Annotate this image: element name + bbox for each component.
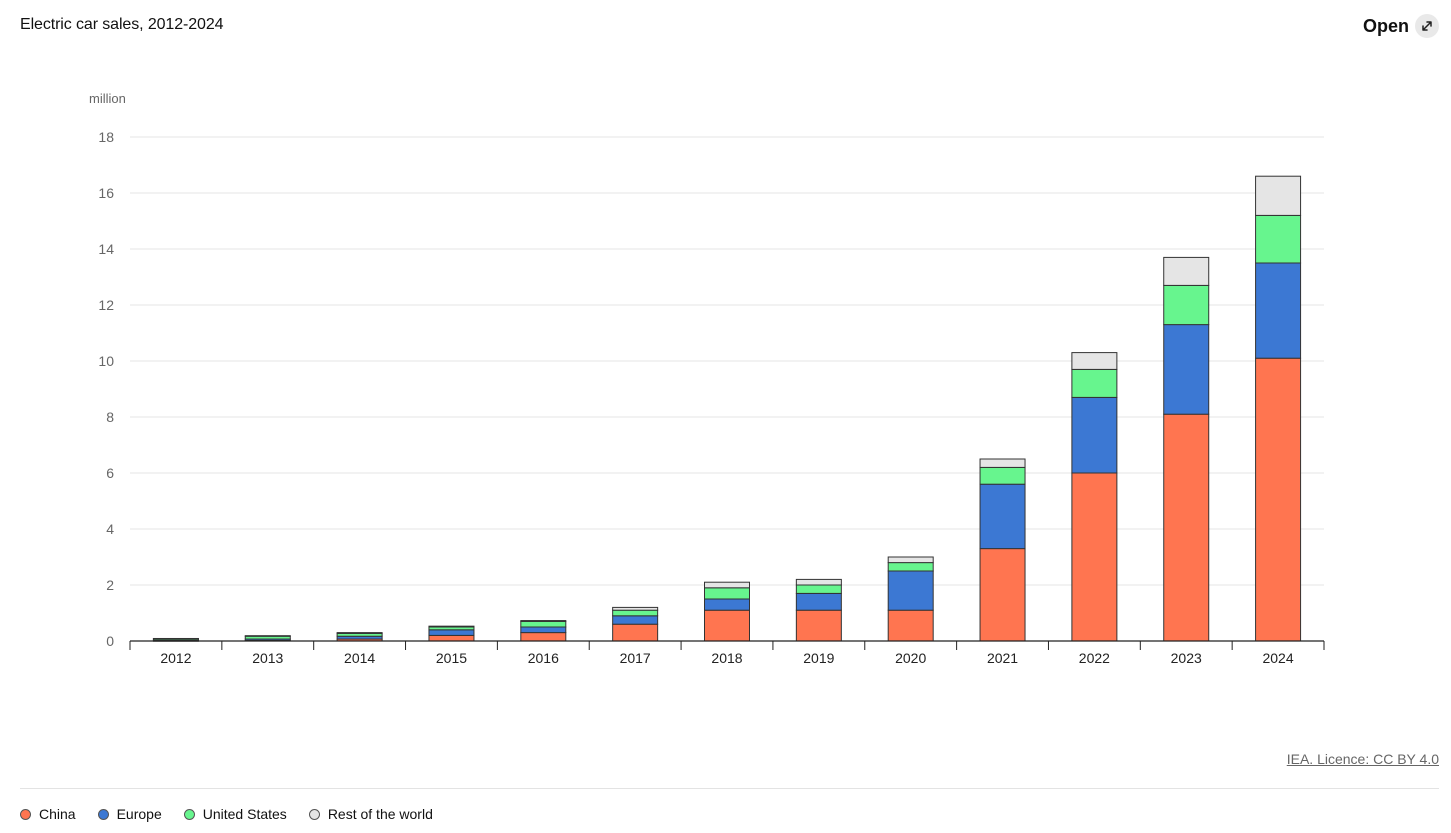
x-tick-label: 2019 <box>803 650 834 666</box>
x-tick-label: 2023 <box>1171 650 1202 666</box>
y-tick-label: 0 <box>106 633 114 649</box>
bar-china-2020[interactable] <box>887 609 934 642</box>
bar-united-states-2017[interactable] <box>612 609 659 617</box>
bar-rest-of-the-world-2015[interactable] <box>428 625 475 628</box>
x-tick-label: 2014 <box>344 650 375 666</box>
x-tick-label: 2020 <box>895 650 926 666</box>
legend-swatch <box>183 808 195 820</box>
chart-canvas: million 0 2 4 6 8 10 12 14 16 18 2012 2013 2014 2015 20… <box>89 91 1325 666</box>
expand-icon <box>1415 14 1439 38</box>
x-tick-label: 2015 <box>436 650 467 666</box>
x-tick-label: 2018 <box>711 650 742 666</box>
x-tick-label: 2021 <box>987 650 1018 666</box>
bar-europe-2018[interactable] <box>704 598 750 611</box>
legend-item-rest-of-the-world[interactable]: Rest of the world <box>308 806 433 822</box>
y-tick-label: 10 <box>98 353 114 369</box>
bar-rest-of-the-world-2023[interactable] <box>1163 256 1210 286</box>
y-tick-label: 4 <box>106 521 114 537</box>
bar-europe-2022[interactable] <box>1071 396 1118 474</box>
bar-europe-2016[interactable] <box>520 626 567 634</box>
bar-rest-of-the-world-2022[interactable] <box>1071 352 1118 370</box>
bar-united-states-2022[interactable] <box>1071 368 1118 398</box>
bar-united-states-2018[interactable] <box>704 587 750 600</box>
licence-link[interactable]: IEA. Licence: CC BY 4.0 <box>1286 751 1439 767</box>
bar-united-states-2016[interactable] <box>520 620 567 628</box>
open-button[interactable]: Open <box>1363 14 1439 38</box>
legend-label: China <box>39 806 76 822</box>
bar-china-2017[interactable] <box>612 623 659 642</box>
bar-rest-of-the-world-2014[interactable] <box>336 632 383 634</box>
bar-united-states-2021[interactable] <box>979 466 1026 485</box>
legend-swatch <box>308 808 320 820</box>
bar-europe-2019[interactable] <box>795 592 842 611</box>
bar-rest-of-the-world-2018[interactable] <box>704 581 750 589</box>
bar-rest-of-the-world-2021[interactable] <box>979 458 1026 468</box>
legend-swatch <box>20 808 31 820</box>
bar-united-states-2024[interactable] <box>1255 214 1302 264</box>
legend-label: United States <box>202 806 287 822</box>
bar-rest-of-the-world-2017[interactable] <box>612 606 659 611</box>
y-tick-label: 12 <box>98 297 114 313</box>
bar-europe-2015[interactable] <box>428 629 475 636</box>
footer-divider <box>20 788 1439 789</box>
bar-china-2024[interactable] <box>1255 357 1302 642</box>
y-tick-label: 8 <box>106 409 114 425</box>
bar-united-states-2023[interactable] <box>1163 284 1210 326</box>
legend-label: Rest of the world <box>327 806 433 822</box>
y-axis-unit-label: million <box>89 91 126 106</box>
y-tick-label: 6 <box>106 465 114 481</box>
bar-europe-2023[interactable] <box>1163 324 1210 415</box>
x-tick-label: 2017 <box>620 650 651 666</box>
bar-united-states-2019[interactable] <box>795 584 842 594</box>
open-label: Open <box>1362 15 1409 36</box>
bar-rest-of-the-world-2012[interactable] <box>152 637 199 640</box>
bar-rest-of-the-world-2024[interactable] <box>1255 175 1302 216</box>
x-tick-label: 2022 <box>1079 650 1110 666</box>
bar-rest-of-the-world-2019[interactable] <box>795 578 842 586</box>
legend-label: Europe <box>116 806 162 822</box>
bar-rest-of-the-world-2020[interactable] <box>887 556 934 564</box>
y-tick-label: 2 <box>106 577 114 593</box>
bar-rest-of-the-world-2013[interactable] <box>244 635 291 637</box>
y-tick-label: 16 <box>98 185 114 201</box>
x-tick-label: 2016 <box>528 650 559 666</box>
y-tick-label: 14 <box>98 241 114 257</box>
bar-rest-of-the-world-2016[interactable] <box>520 620 567 622</box>
y-tick-label: 18 <box>98 129 114 145</box>
x-tick-label: 2012 <box>160 650 191 666</box>
chart-title: Electric car sales, 2012-2024 <box>20 16 224 33</box>
legend-swatch <box>97 808 109 820</box>
x-tick-label: 2013 <box>252 650 283 666</box>
legend-item-europe[interactable]: Europe <box>97 806 162 822</box>
legend-item-united-states[interactable]: United States <box>183 806 287 822</box>
bar-china-2018[interactable] <box>704 609 750 642</box>
bar-europe-2017[interactable] <box>612 615 659 625</box>
bar-china-2019[interactable] <box>795 609 842 642</box>
x-tick-label: 2024 <box>1262 650 1293 666</box>
bar-europe-2021[interactable] <box>979 483 1026 550</box>
legend-item-china[interactable]: China <box>20 806 76 822</box>
bar-europe-2024[interactable] <box>1255 262 1302 359</box>
bar-china-2015[interactable] <box>428 634 475 642</box>
chart-legend: China Europe United States Rest of the worl… <box>20 806 433 822</box>
bar-china-2023[interactable] <box>1163 413 1210 642</box>
bar-europe-2020[interactable] <box>887 570 934 611</box>
bar-china-2021[interactable] <box>979 548 1026 642</box>
bar-china-2022[interactable] <box>1071 472 1118 642</box>
bar-united-states-2020[interactable] <box>887 562 934 572</box>
bar-china-2016[interactable] <box>520 632 567 642</box>
